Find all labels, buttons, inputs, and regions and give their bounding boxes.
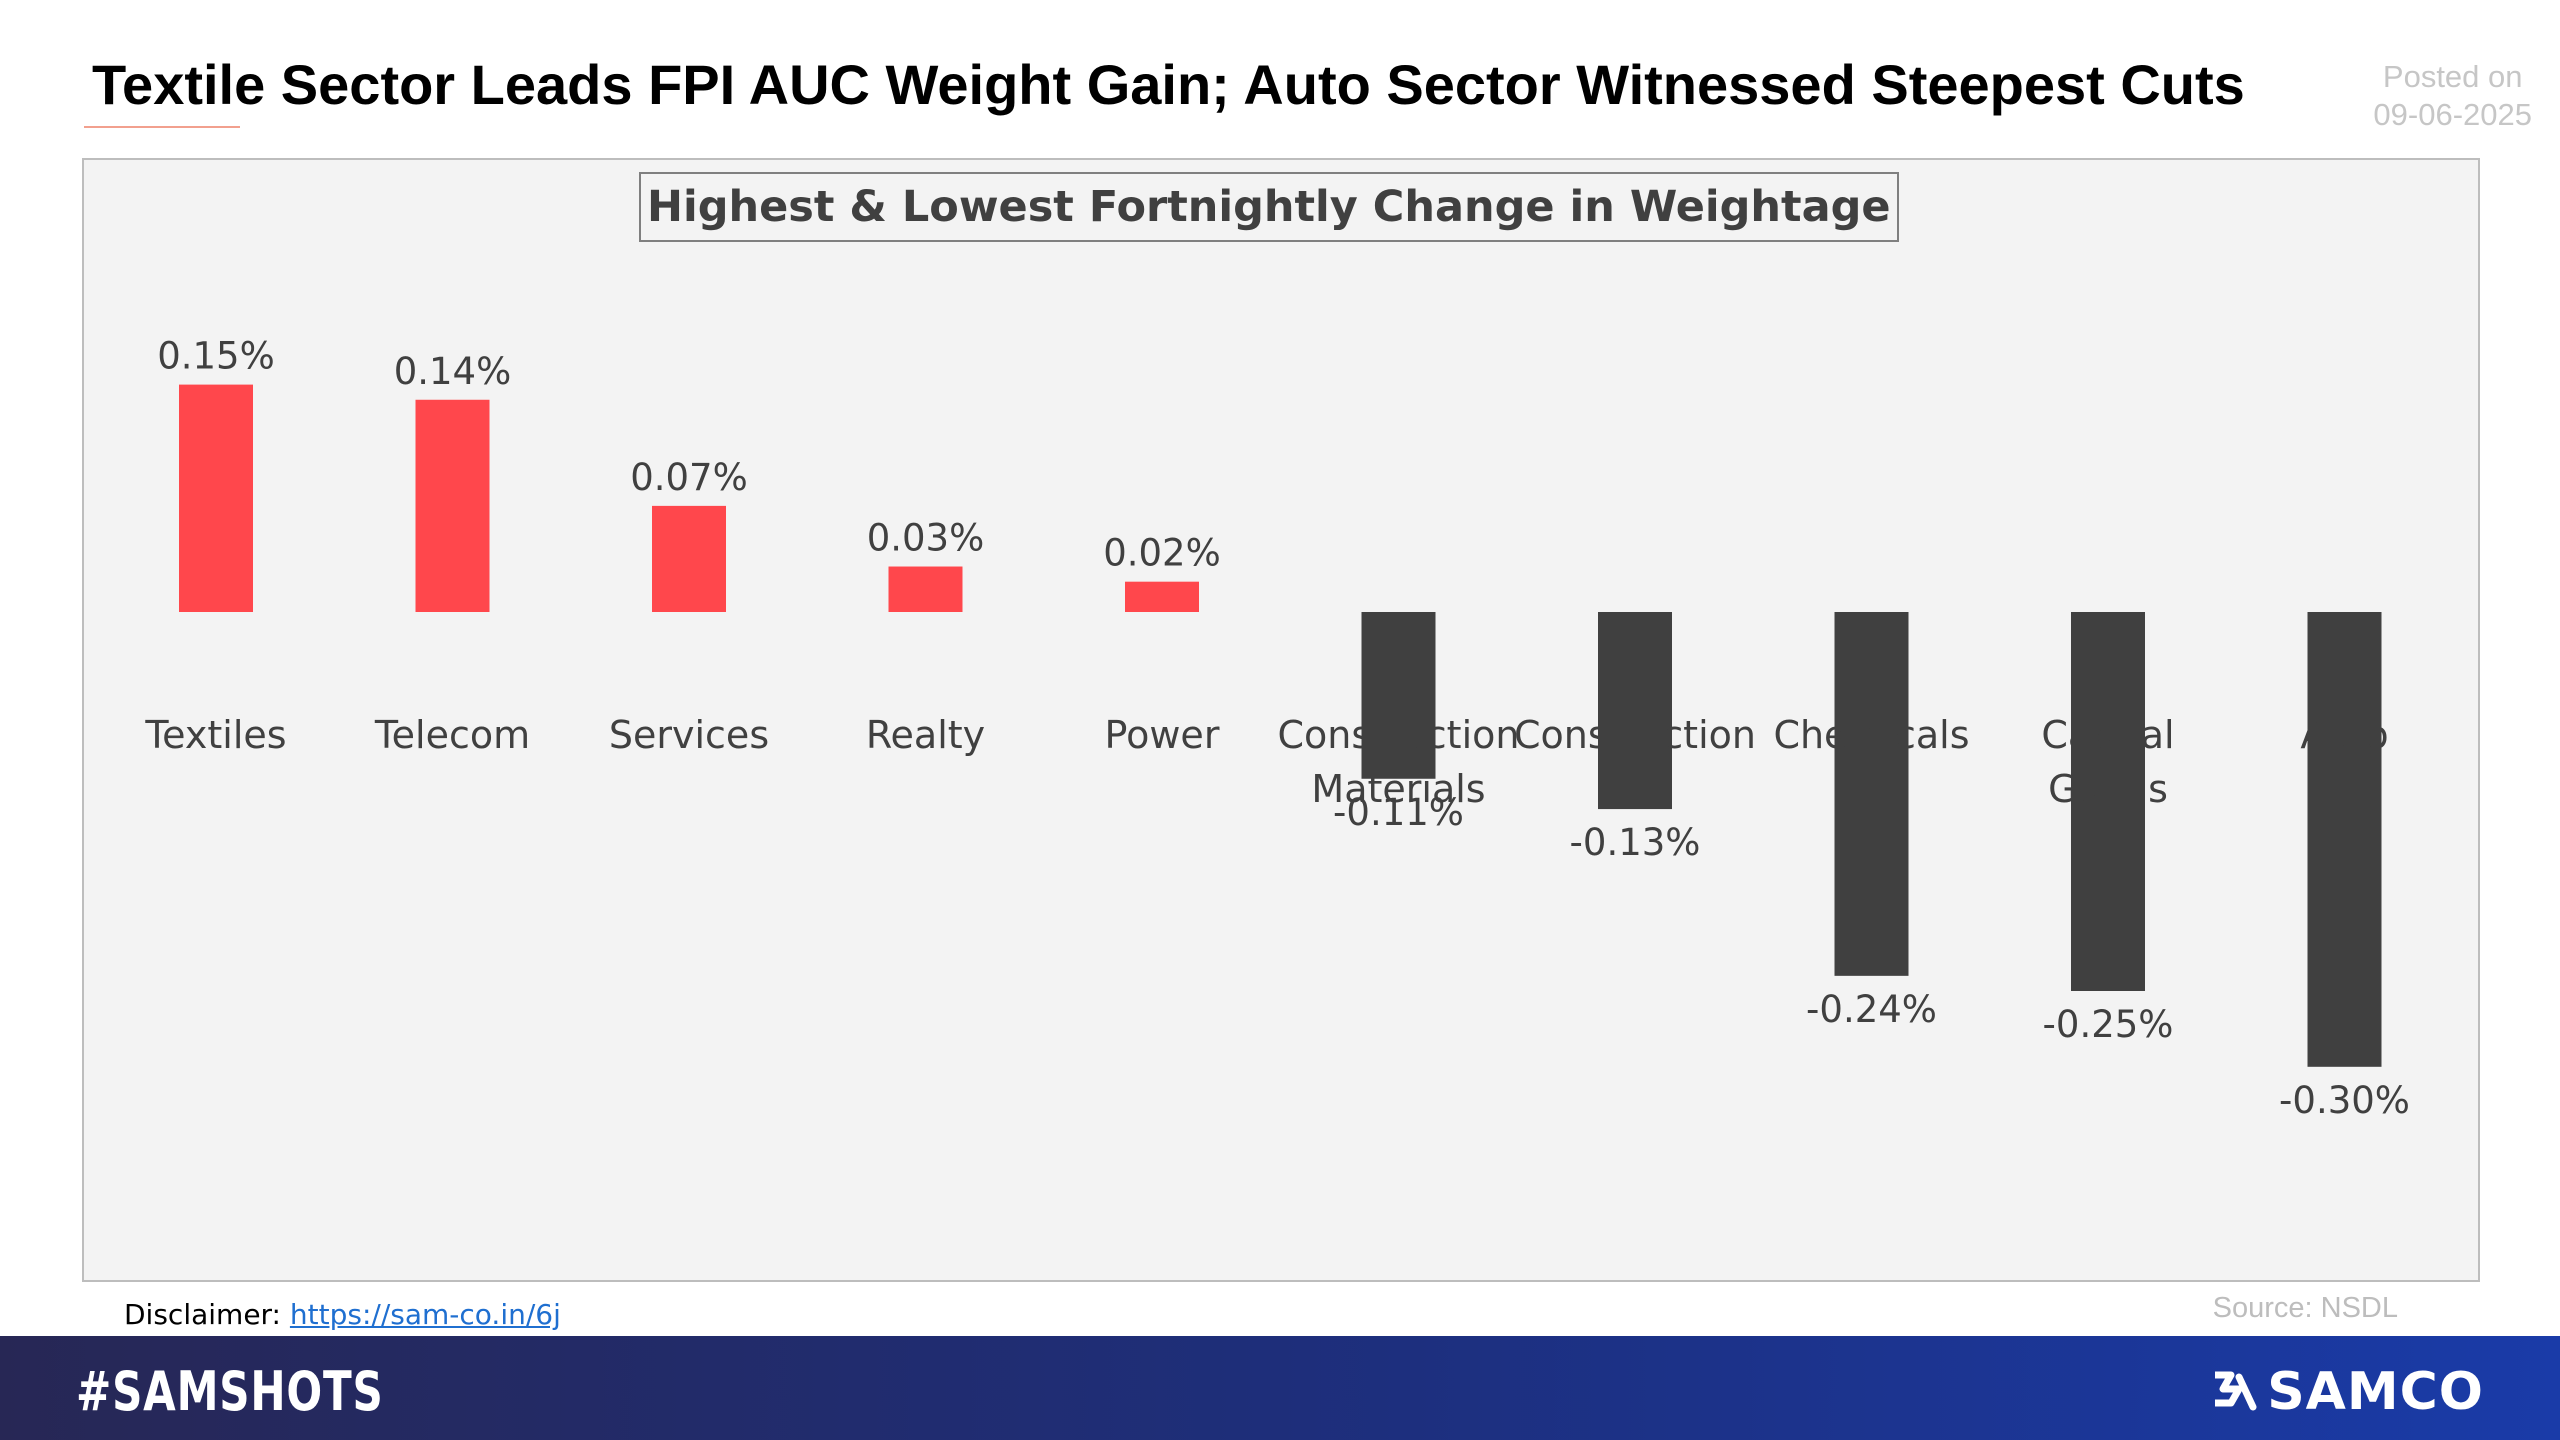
disclaimer-link[interactable]: https://sam-co.in/6j (289, 1298, 561, 1331)
chart-panel: 0.15% 0.14% 0.07% 0.03% 0.02% -0.11% -0.13% -0.… (82, 158, 2480, 1282)
bar-chemicals (1834, 612, 1909, 976)
value-label: 0.03% (867, 517, 985, 560)
samco-logo-icon (2215, 1371, 2257, 1411)
value-label: 0.14% (394, 350, 512, 393)
category-label: Textiles (144, 713, 286, 757)
bar-auto (2307, 612, 2382, 1067)
bar-textiles (179, 384, 253, 612)
value-label: 0.15% (157, 335, 275, 378)
value-labels-group: 0.15% 0.14% 0.07% 0.03% 0.02% -0.11% -0.13% -0.… (157, 335, 2410, 1122)
headline-underline (84, 126, 240, 128)
value-label: -0.24% (1806, 988, 1937, 1031)
category-label: Power (1105, 713, 1220, 757)
category-label: Realty (866, 713, 985, 757)
bars-group (179, 384, 2382, 1067)
posted-info: Posted on 09-06-2025 (2373, 58, 2532, 134)
category-labels-group: Textiles Telecom Services Realty Power Constr… (144, 713, 2388, 811)
category-label: Capital Goods (2041, 713, 2174, 811)
value-label: -0.13% (1570, 821, 1701, 864)
brand-name: SAMCO (2267, 1362, 2484, 1422)
chart-title: Highest & Lowest Fortnightly Change in W… (639, 172, 1899, 242)
bar-chart: 0.15% 0.14% 0.07% 0.03% 0.02% -0.11% -0.13% -0.… (144, 335, 2410, 1122)
disclaimer: Disclaimer: https://sam-co.in/6j (124, 1298, 561, 1331)
category-label: Construction (1514, 713, 1756, 757)
footer-bar: #SAMSHOTS SAMCO (0, 1336, 2560, 1440)
value-label: -0.11% (1333, 791, 1464, 834)
source-note: Source: NSDL (2212, 1292, 2398, 1324)
category-label: Construction Materials (1278, 713, 1520, 811)
bar-power (1125, 581, 1199, 612)
bar-construction-materials (1361, 612, 1436, 779)
brand-logo: SAMCO (2209, 1362, 2484, 1422)
category-label: Auto (2300, 713, 2388, 757)
category-label: Telecom (374, 713, 530, 757)
bar-construction (1598, 612, 1672, 810)
posted-label: Posted on (2382, 59, 2523, 94)
bar-realty (888, 566, 963, 612)
disclaimer-label: Disclaimer: (124, 1298, 281, 1331)
category-label: Services (609, 713, 769, 757)
bar-capital-goods (2071, 612, 2145, 991)
value-label: 0.07% (630, 456, 748, 499)
category-label: Chemicals (1773, 713, 1969, 757)
value-label: -0.30% (2279, 1079, 2410, 1122)
posted-date: 09-06-2025 (2373, 97, 2532, 132)
bar-telecom (415, 399, 490, 612)
hashtag: #SAMSHOTS (76, 1360, 384, 1423)
value-label: 0.02% (1103, 532, 1221, 575)
headline: Textile Sector Leads FPI AUC Weight Gain… (92, 53, 2245, 116)
bar-services (652, 505, 726, 612)
value-label: -0.25% (2043, 1003, 2174, 1046)
